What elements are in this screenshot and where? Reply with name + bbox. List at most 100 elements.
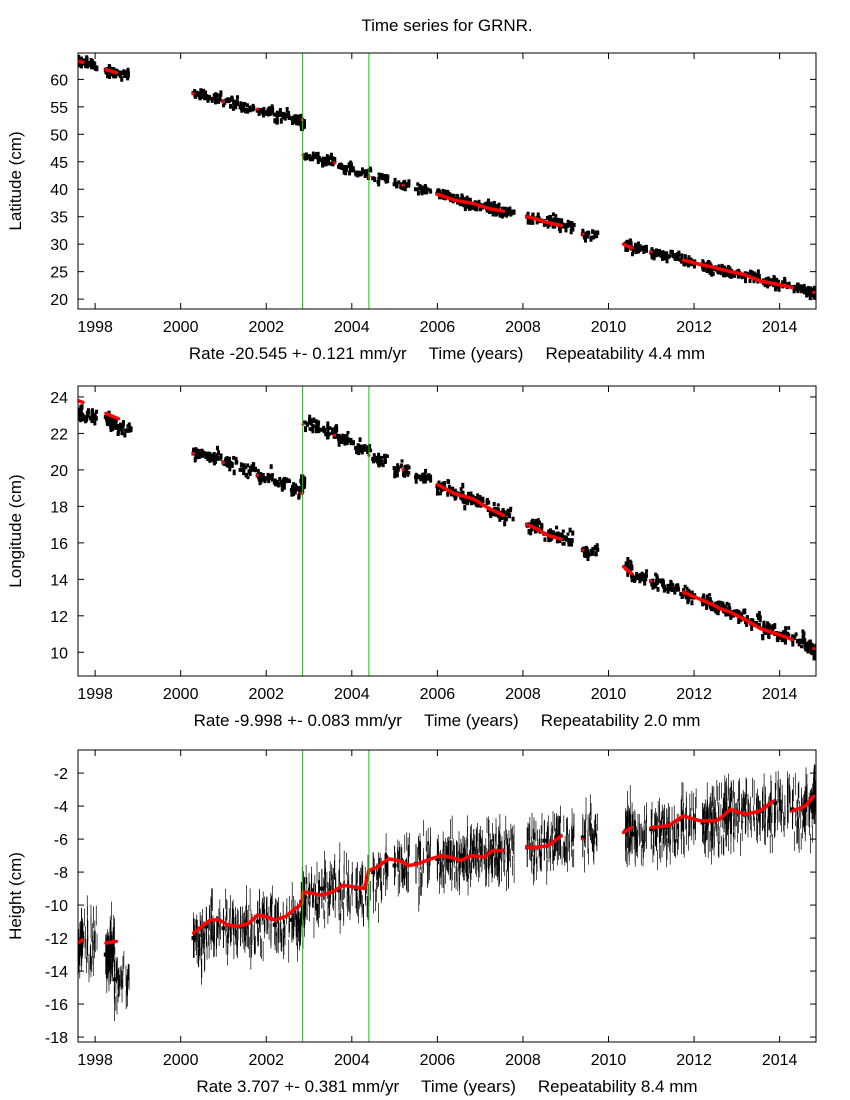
latitude-observation-dot xyxy=(676,252,680,258)
latitude-observation-dot xyxy=(770,278,774,285)
latitude-observation-dot xyxy=(634,249,638,255)
latitude-observation-dot xyxy=(629,240,633,246)
longitude-observation-dot xyxy=(247,469,251,475)
latitude-observation-dot xyxy=(109,67,113,73)
latitude-observation-dot xyxy=(686,261,690,268)
longitude-observation-dot xyxy=(330,431,334,435)
longitude-model-point xyxy=(81,400,85,405)
latitude-x-tick-label: 2014 xyxy=(762,319,798,336)
longitude-observation-dot xyxy=(804,646,808,652)
latitude-observation-dot xyxy=(268,107,272,112)
longitude-observation-dot xyxy=(215,452,219,458)
longitude-data-point xyxy=(709,604,714,609)
latitude-observation-dot xyxy=(363,174,367,178)
latitude-observation-dot xyxy=(569,228,573,235)
height-y-tick-label: -16 xyxy=(45,997,68,1014)
longitude-observation-dot xyxy=(642,573,646,577)
longitude-observation-dot xyxy=(558,537,562,544)
latitude-observation-dot xyxy=(545,216,549,220)
longitude-observation-dot xyxy=(683,584,687,588)
longitude-observation-dot xyxy=(738,611,742,618)
longitude-observation-dot xyxy=(496,503,500,507)
longitude-observation-dot xyxy=(756,613,760,618)
longitude-observation-dot xyxy=(508,512,512,518)
latitude-observation-dot xyxy=(299,116,303,120)
longitude-observation-dot xyxy=(85,410,89,416)
longitude-observation-dot xyxy=(428,474,432,480)
longitude-observation-dot xyxy=(293,489,297,495)
longitude-data-point xyxy=(392,466,397,471)
latitude-observation-dot xyxy=(348,170,352,176)
latitude-observation-dot xyxy=(740,273,744,280)
height-model-point xyxy=(470,853,474,858)
latitude-y-tick-label: 35 xyxy=(50,210,68,227)
latitude-observation-dot xyxy=(512,209,516,215)
height-model-point xyxy=(649,825,653,830)
longitude-data-point xyxy=(728,611,733,616)
longitude-observation-dot xyxy=(450,491,454,497)
longitude-observation-dot xyxy=(399,465,403,469)
longitude-observation-dot xyxy=(809,648,813,655)
longitude-observation-dot xyxy=(234,456,238,462)
latitude-observation-dot xyxy=(531,212,535,219)
latitude-model-point xyxy=(728,270,733,274)
longitude-observation-dot xyxy=(593,545,597,551)
latitude-observation-dot xyxy=(340,163,344,169)
longitude-observation-dot xyxy=(125,428,129,433)
height-y-tick-label: -4 xyxy=(54,799,68,816)
latitude-observation-dot xyxy=(285,107,289,113)
longitude-observation-dot xyxy=(330,427,334,432)
longitude-data-point xyxy=(302,420,307,425)
latitude-observation-dot xyxy=(331,160,335,165)
longitude-frame xyxy=(77,385,817,677)
latitude-observation-dot xyxy=(500,207,504,211)
latitude-observation-dot xyxy=(377,176,381,183)
longitude-model-point xyxy=(472,497,476,501)
longitude-observation-dot xyxy=(394,472,398,477)
latitude-observation-dot xyxy=(810,291,814,298)
latitude-observation-dot xyxy=(786,282,790,286)
longitude-observation-dot xyxy=(385,454,389,458)
latitude-observation-dot xyxy=(737,268,741,273)
latitude-data-point xyxy=(623,241,628,246)
latitude-observation-dot xyxy=(552,223,556,229)
longitude-observation-dot xyxy=(414,477,418,484)
latitude-observation-dot xyxy=(488,210,492,215)
latitude-observation-dot xyxy=(591,236,595,240)
longitude-model-point xyxy=(711,603,715,607)
latitude-observation-dot xyxy=(275,110,279,115)
longitude-observation-dot xyxy=(816,651,819,654)
longitude-observation-dot xyxy=(326,424,330,431)
height-y-tick-label: -18 xyxy=(45,1030,68,1047)
longitude-observation-dot xyxy=(228,461,232,467)
latitude-observation-dot xyxy=(500,212,504,219)
latitude-observation-dot xyxy=(586,235,590,239)
latitude-observation-dot xyxy=(526,219,530,225)
longitude-observation-dot xyxy=(88,415,92,421)
longitude-observation-dot xyxy=(308,427,312,431)
longitude-observation-dot xyxy=(742,608,746,612)
longitude-observation-dot xyxy=(635,571,639,577)
latitude-observation-dot xyxy=(384,175,388,182)
longitude-observation-dot xyxy=(757,623,761,627)
latitude-observation-dot xyxy=(342,167,346,172)
longitude-x-tick-label: 2010 xyxy=(591,686,627,703)
longitude-model-point xyxy=(718,606,722,611)
latitude-observation-dot xyxy=(266,109,270,116)
latitude-observation-dot xyxy=(489,208,493,213)
longitude-observation-dot xyxy=(458,491,462,496)
longitude-observation-dot xyxy=(443,486,447,491)
longitude-x-axis-label: Time (years) xyxy=(424,711,519,730)
longitude-observation-dot xyxy=(530,525,534,532)
latitude-observation-dot xyxy=(290,119,294,126)
latitude-observation-dot xyxy=(787,281,791,287)
latitude-observation-dot xyxy=(347,162,351,169)
latitude-observation-dot xyxy=(766,283,770,289)
longitude-observation-dot xyxy=(791,634,795,638)
latitude-observation-dot xyxy=(776,279,780,285)
longitude-observation-dot xyxy=(267,478,271,484)
longitude-observation-dot xyxy=(750,625,754,631)
latitude-observation-dot xyxy=(704,264,708,268)
longitude-observation-dot xyxy=(105,420,109,424)
height-model-point xyxy=(200,924,204,929)
